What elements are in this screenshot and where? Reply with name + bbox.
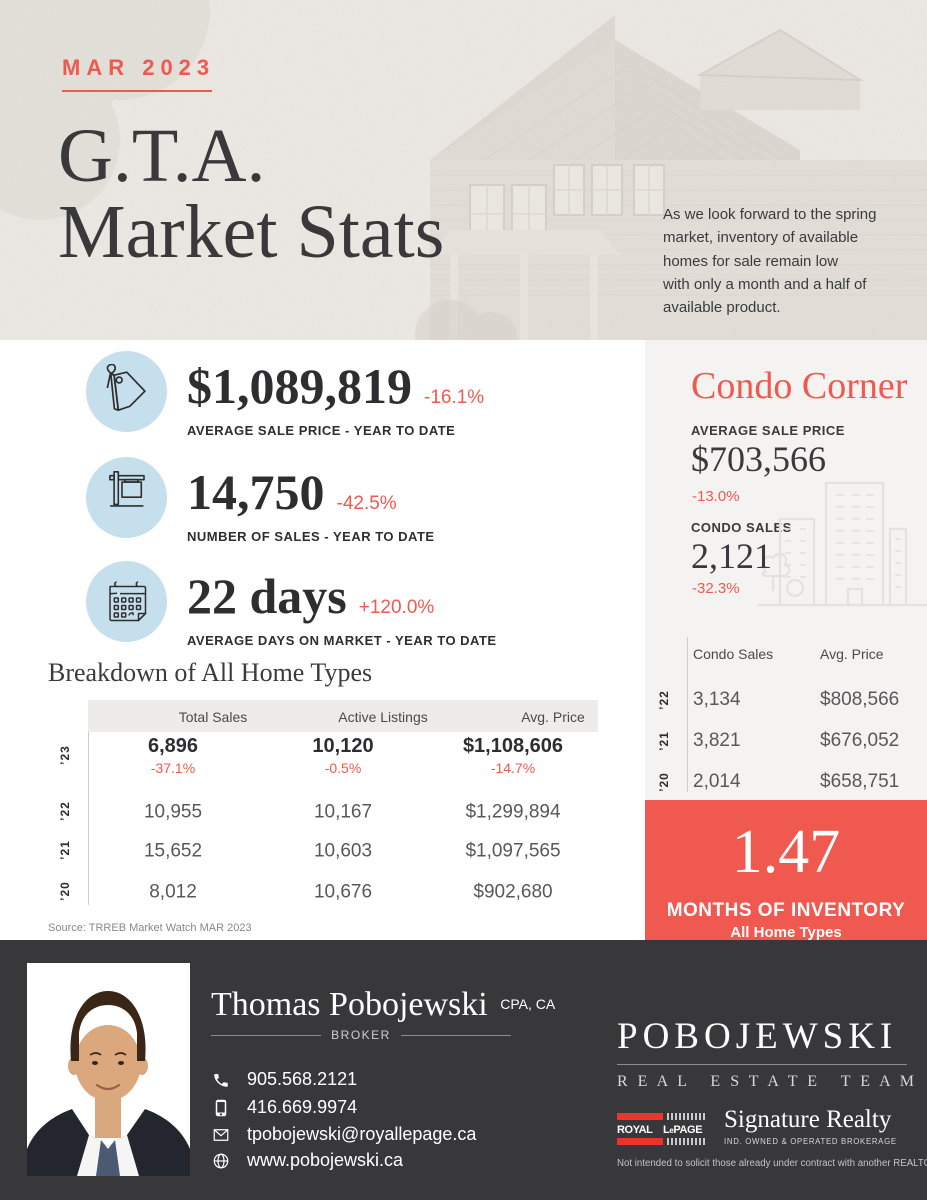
svg-text:LePAGE: LePAGE [663, 1124, 702, 1136]
svg-text:ROYAL: ROYAL [617, 1124, 653, 1136]
